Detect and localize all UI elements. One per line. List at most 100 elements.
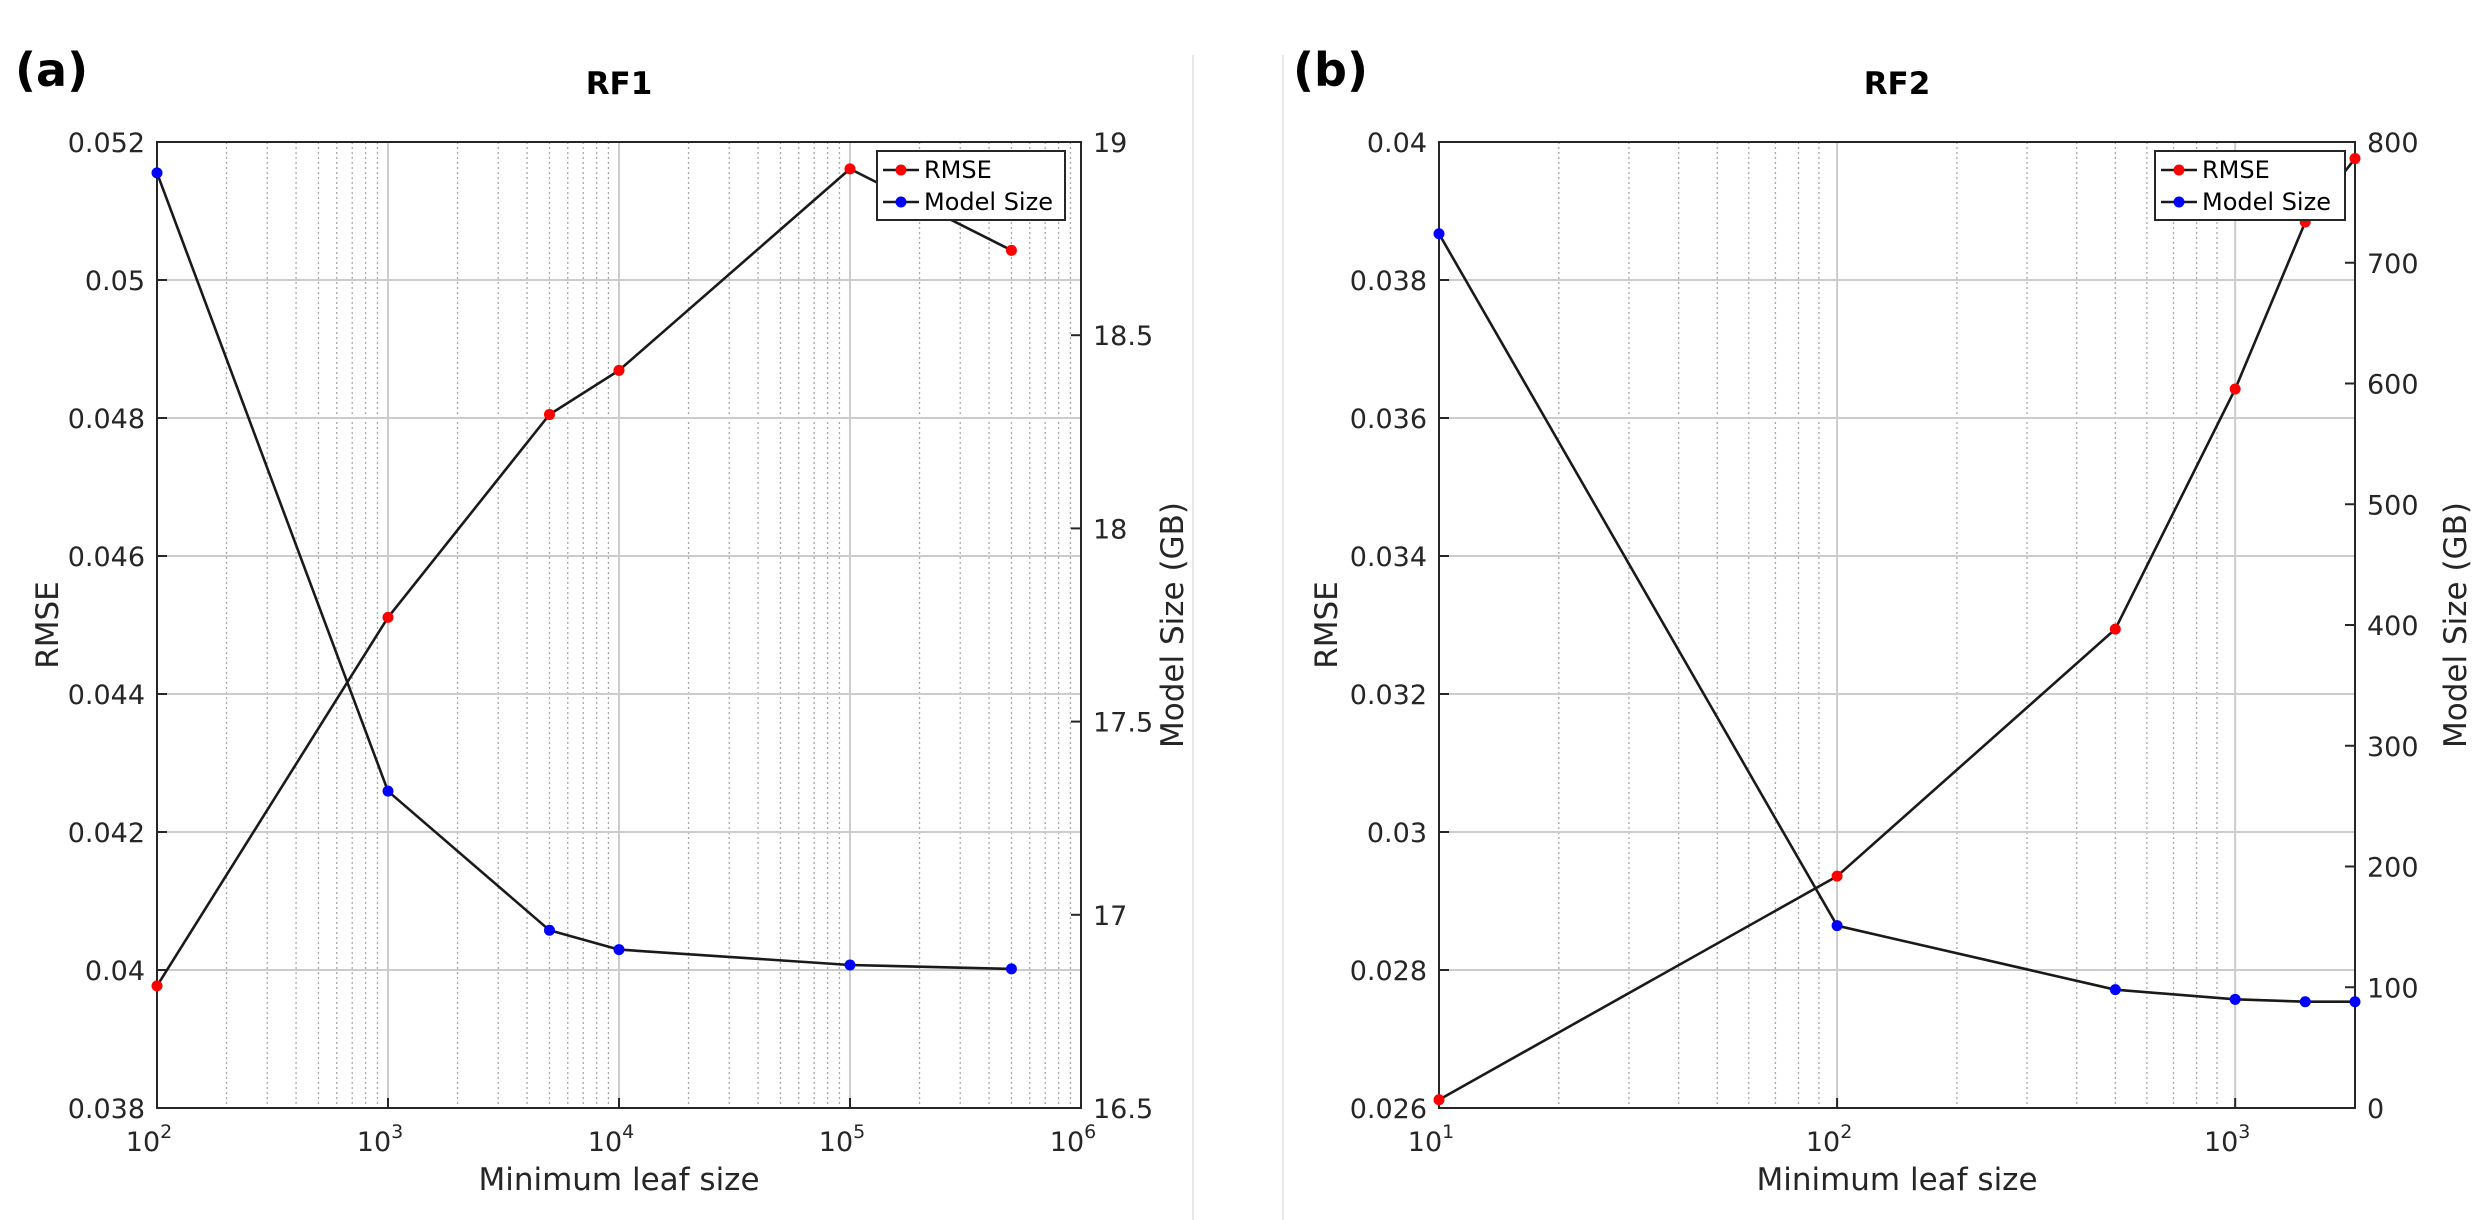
- y-tick-label: 0.048: [68, 404, 145, 435]
- x-tick-base: 10: [126, 1127, 160, 1158]
- x-axis-label: Minimum leaf size: [478, 1162, 759, 1198]
- data-point-model-size: [543, 924, 555, 936]
- y-axis-label: RMSE: [30, 581, 66, 669]
- legend-label: Model Size: [2202, 188, 2331, 216]
- data-point-model-size: [382, 785, 394, 797]
- y-tick-label: 0.052: [68, 128, 145, 159]
- y2-tick-label: 16.5: [1093, 1094, 1153, 1125]
- y2-tick-label: 100: [2367, 973, 2419, 1004]
- series-line-rmse: [155, 167, 1013, 987]
- data-point-model-size: [2299, 996, 2311, 1008]
- x-tick-exponent: 1: [1442, 1121, 1454, 1143]
- x-tick-base: 10: [588, 1127, 622, 1158]
- data-point-rmse: [151, 980, 163, 992]
- x-tick-label: 102: [1806, 1121, 1852, 1158]
- legend-marker: [895, 196, 907, 208]
- x-tick-base: 10: [819, 1127, 853, 1158]
- y2-tick-label: 200: [2367, 853, 2419, 884]
- data-point-rmse: [1005, 244, 1017, 256]
- y-tick-label: 0.044: [68, 680, 145, 711]
- y2-axis-label: Model Size (GB): [2438, 502, 2474, 748]
- x-tick-label: 103: [2204, 1121, 2250, 1158]
- chart-title: RF1: [586, 66, 653, 102]
- y2-tick-label: 400: [2367, 611, 2419, 642]
- y2-tick-label: 19: [1093, 128, 1127, 159]
- plot-frame: [1438, 141, 2356, 1109]
- data-point-model-size: [2109, 984, 2121, 996]
- legend-marker: [895, 164, 907, 176]
- x-tick-exponent: 4: [622, 1121, 634, 1143]
- y2-tick-label: 0: [2367, 1094, 2384, 1125]
- chart-panel-b: 101 102 1030.0260.0280.030.0320.0340.0360.…: [1293, 43, 2474, 1198]
- data-point-model-size: [2349, 996, 2361, 1008]
- data-point-rmse: [1433, 1094, 1445, 1106]
- y2-tick-label: 17: [1093, 901, 1127, 932]
- legend-box: [876, 150, 1066, 221]
- x-tick-exponent: 5: [853, 1121, 865, 1143]
- data-point-rmse: [844, 163, 856, 175]
- y-tick-label: 0.038: [1350, 266, 1427, 297]
- y2-tick-label: 18.5: [1093, 321, 1153, 352]
- x-tick-label: 105: [819, 1121, 865, 1158]
- data-point-model-size: [613, 944, 625, 956]
- chart-panel-a: 102 103 104 105 1060.0380.040.0420.0440.0460…: [15, 43, 1191, 1198]
- y-tick-label: 0.034: [1350, 542, 1427, 573]
- y-tick-label: 0.032: [1350, 680, 1427, 711]
- y2-tick-label: 600: [2367, 370, 2419, 401]
- y2-tick-label: 17.5: [1093, 708, 1153, 739]
- x-tick-exponent: 2: [1840, 1121, 1852, 1143]
- x-tick-label: 106: [1050, 1121, 1096, 1158]
- y-tick-label: 0.03: [1367, 818, 1427, 849]
- panel-label: (b): [1293, 43, 1368, 97]
- panel-label: (a): [15, 43, 88, 97]
- x-tick-base: 10: [1806, 1127, 1840, 1158]
- data-point-rmse: [382, 611, 394, 623]
- x-tick-label: 103: [357, 1121, 403, 1158]
- y-tick-label: 0.028: [1350, 956, 1427, 987]
- x-axis-label: Minimum leaf size: [1756, 1162, 2037, 1198]
- y-tick-label: 0.038: [68, 1094, 145, 1125]
- x-tick-base: 10: [357, 1127, 391, 1158]
- y2-tick-label: 500: [2367, 490, 2419, 521]
- x-tick-exponent: 6: [1084, 1121, 1096, 1143]
- series-line-model-size: [1437, 233, 2355, 1004]
- y2-tick-label: 300: [2367, 732, 2419, 763]
- data-point-rmse: [543, 409, 555, 421]
- data-point-rmse: [2229, 383, 2241, 395]
- data-point-model-size: [1433, 228, 1445, 240]
- legend-label: Model Size: [924, 188, 1053, 216]
- y-axis-label: RMSE: [1309, 581, 1345, 669]
- x-tick-exponent: 3: [2238, 1121, 2250, 1143]
- x-tick-exponent: 3: [391, 1121, 403, 1143]
- legend-box: [2154, 150, 2346, 221]
- data-point-model-size: [1831, 920, 1843, 932]
- x-tick-base: 10: [2204, 1127, 2238, 1158]
- data-point-model-size: [2229, 993, 2241, 1005]
- x-tick-exponent: 2: [160, 1121, 172, 1143]
- legend-label: RMSE: [2202, 156, 2270, 184]
- y2-tick-label: 700: [2367, 249, 2419, 280]
- plot-frame: [156, 141, 1082, 1109]
- y-tick-label: 0.04: [85, 956, 145, 987]
- x-tick-base: 10: [1408, 1127, 1442, 1158]
- y-tick-label: 0.036: [1350, 404, 1427, 435]
- legend-marker: [2173, 196, 2185, 208]
- series-line-rmse: [1438, 157, 2357, 1101]
- chart-title: RF2: [1864, 66, 1931, 102]
- y-tick-label: 0.042: [68, 818, 145, 849]
- y-tick-label: 0.026: [1350, 1094, 1427, 1125]
- x-tick-label: 101: [1408, 1121, 1454, 1158]
- y2-axis-label: Model Size (GB): [1155, 502, 1191, 748]
- data-point-model-size: [844, 959, 856, 971]
- x-tick-base: 10: [1050, 1127, 1084, 1158]
- y-tick-label: 0.04: [1367, 128, 1427, 159]
- data-point-rmse: [2349, 153, 2361, 165]
- y2-tick-label: 18: [1093, 514, 1127, 545]
- data-point-model-size: [1005, 963, 1017, 975]
- legend-label: RMSE: [924, 156, 992, 184]
- y-tick-label: 0.046: [68, 542, 145, 573]
- data-point-rmse: [613, 364, 625, 376]
- legend-marker: [2173, 164, 2185, 176]
- data-point-rmse: [2109, 623, 2121, 635]
